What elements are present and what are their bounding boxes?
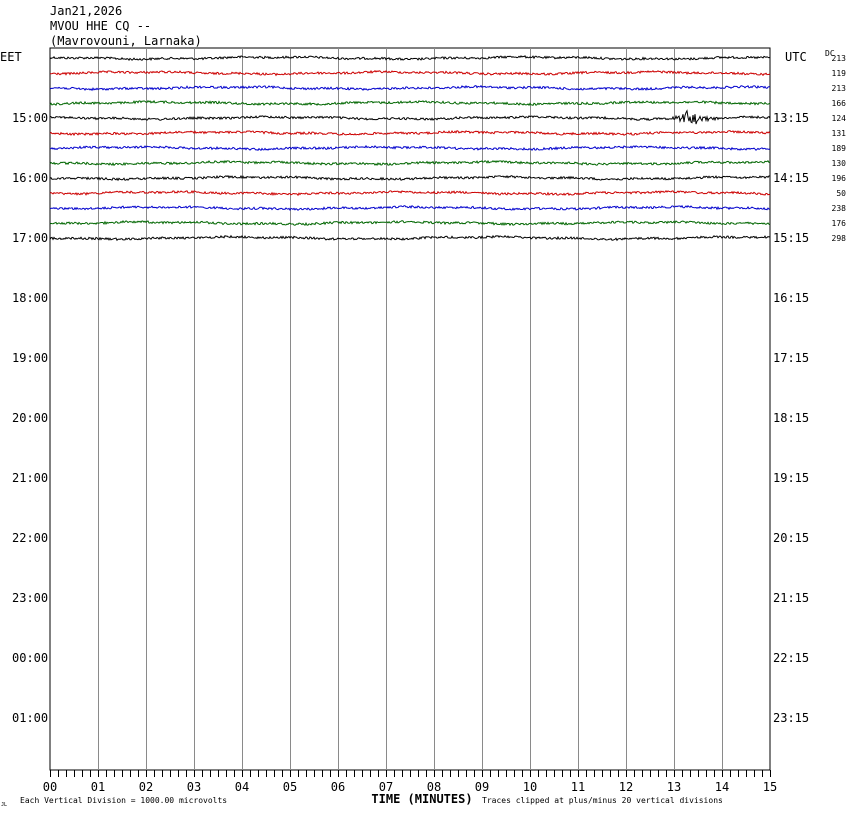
trace-dc-value: 124 [832, 114, 847, 123]
x-tick-label: 09 [475, 780, 489, 794]
time-axis: 00 01 02 03 04 05 06 07 08 09 10 11 12 13 14 15 [43, 770, 777, 794]
trace-row [49, 99, 771, 107]
left-time-label: 00:00 [12, 651, 48, 665]
left-time-label: 19:00 [12, 351, 48, 365]
trace-dc-value: 189 [832, 144, 847, 153]
left-time-label: 23:00 [12, 591, 48, 605]
x-tick-label: 12 [619, 780, 633, 794]
trace-dc-value: 213 [832, 84, 847, 93]
trace-dc-value: 50 [836, 189, 846, 198]
right-zone-label: UTC [785, 50, 807, 64]
right-time-label: 23:15 [773, 711, 809, 725]
x-tick-label: 14 [715, 780, 729, 794]
trace-row [49, 129, 771, 137]
trace-dc-value: 196 [832, 174, 847, 183]
x-tick-label: 15 [763, 780, 777, 794]
x-tick-label: 13 [667, 780, 681, 794]
trace-row [49, 190, 771, 197]
left-time-label: 18:00 [12, 291, 48, 305]
right-time-label: 22:15 [773, 651, 809, 665]
left-time-label: 01:00 [12, 711, 48, 725]
right-time-label: 13:15 [773, 111, 809, 125]
corner-mark: JL [1, 802, 7, 808]
x-tick-label: 05 [283, 780, 297, 794]
left-time-label: 20:00 [12, 411, 48, 425]
trace-row [49, 234, 771, 242]
trace-row [49, 144, 771, 151]
trace-row [49, 219, 771, 227]
left-time-label: 17:00 [12, 231, 48, 245]
right-time-label: 14:15 [773, 171, 809, 185]
x-tick-label: 08 [427, 780, 441, 794]
right-time-label: 21:15 [773, 591, 809, 605]
trace-row [49, 55, 771, 61]
x-tick-label: 03 [187, 780, 201, 794]
left-time-label: 21:00 [12, 471, 48, 485]
record-date: Jan21,2026 [50, 4, 123, 18]
left-time-label: 15:00 [12, 111, 48, 125]
seismic-traces: 213 119 213 166 124 131 189 130 196 50 238 176 298 [49, 54, 847, 243]
right-time-label: 16:15 [773, 291, 809, 305]
trace-dc-value: 213 [832, 54, 847, 63]
right-time-label: 18:15 [773, 411, 809, 425]
right-time-label: 15:15 [773, 231, 809, 245]
x-tick-label: 07 [379, 780, 393, 794]
station-location: (Mavrovouni, Larnaka) [50, 34, 202, 48]
trace-dc-value: 298 [832, 234, 847, 243]
x-tick-label: 01 [91, 780, 105, 794]
left-time-label: 22:00 [12, 531, 48, 545]
trace-row [49, 109, 771, 125]
station-code: MVOU HHE CQ -- [50, 19, 152, 33]
x-tick-label: 02 [139, 780, 153, 794]
trace-dc-value: 238 [832, 204, 847, 213]
plot-frame [49, 47, 771, 771]
scale-note: Each Vertical Division = 1000.00 microvo… [20, 796, 227, 805]
trace-row [49, 84, 771, 92]
trace-row [49, 204, 771, 211]
trace-row [49, 174, 771, 182]
right-time-label: 20:15 [773, 531, 809, 545]
dc-label: DC [825, 49, 835, 58]
x-tick-label: 04 [235, 780, 249, 794]
right-time-label: 19:15 [773, 471, 809, 485]
trace-row [49, 159, 771, 167]
trace-dc-value: 131 [832, 129, 847, 138]
x-axis-title: TIME (MINUTES) [371, 792, 472, 806]
right-time-label: 17:15 [773, 351, 809, 365]
trace-dc-value: 166 [832, 99, 847, 108]
row-labels: 15:00 16:00 17:00 18:00 19:00 20:00 21:00 22:00… [12, 111, 809, 725]
trace-dc-value: 176 [832, 219, 847, 228]
left-time-label: 16:00 [12, 171, 48, 185]
trace-row [49, 69, 771, 77]
trace-dc-value: 119 [832, 69, 847, 78]
minute-grid [49, 47, 771, 771]
trace-dc-value: 130 [832, 159, 847, 168]
x-tick-label: 00 [43, 780, 57, 794]
x-tick-label: 10 [523, 780, 537, 794]
clip-note: Traces clipped at plus/minus 20 vertical… [482, 796, 723, 805]
x-tick-label: 11 [571, 780, 585, 794]
x-tick-label: 06 [331, 780, 345, 794]
left-zone-label: EET [0, 50, 22, 64]
